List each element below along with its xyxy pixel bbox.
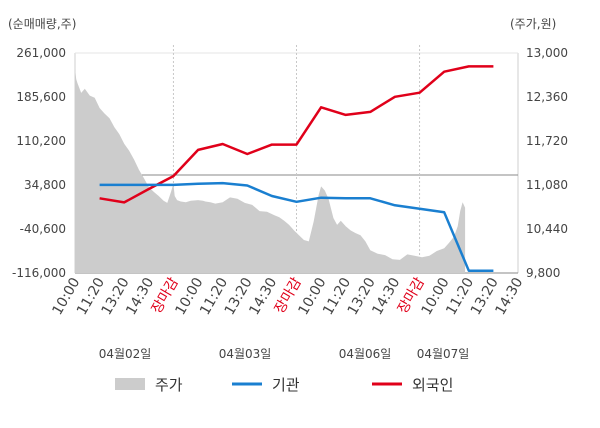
left-axis-ticks: 261,000 185,600 110,200 34,800 -40,600 -116,0…	[12, 46, 66, 280]
legend-label: 기관	[272, 376, 300, 394]
right-axis-label: (주가,원)	[510, 17, 556, 31]
date-label: 04월06일	[339, 347, 392, 361]
date-labels: 04월02일 04월03일 04월06일 04월07일	[99, 347, 470, 361]
left-axis-tick: 185,600	[16, 90, 66, 104]
date-label: 04월07일	[417, 347, 470, 361]
right-axis-tick: 9,800	[526, 266, 560, 280]
series-line-2	[99, 181, 494, 272]
left-axis-tick: 110,200	[16, 134, 66, 148]
series-lines-layer	[99, 65, 494, 272]
legend-label: 외국인	[412, 376, 453, 394]
right-axis-tick: 10,440	[526, 222, 568, 236]
price-area-layer	[75, 68, 466, 273]
legend: 주가 기관 외국인	[115, 376, 453, 394]
right-axis-tick: 13,000	[526, 46, 568, 60]
right-axis-ticks: 13,000 12,360 11,720 11,080 10,440 9,800	[526, 46, 568, 280]
series-line-1	[99, 65, 494, 204]
left-axis-label: (순매매량,주)	[8, 17, 76, 31]
date-label: 04월02일	[99, 347, 152, 361]
date-label: 04월03일	[219, 347, 272, 361]
left-axis-tick: -40,600	[20, 222, 66, 236]
left-axis-tick: 34,800	[24, 178, 66, 192]
right-axis-tick: 11,720	[526, 134, 568, 148]
right-axis-tick: 11,080	[526, 178, 568, 192]
left-axis-tick: 261,000	[16, 46, 66, 60]
left-axis-tick: -116,000	[12, 266, 66, 280]
x-axis-ticks: 10:0011:2013:2014:30장마감10:0011:2013:2014…	[49, 275, 526, 318]
series-area-price	[75, 68, 466, 273]
legend-label: 주가	[155, 376, 183, 394]
right-axis-tick: 12,360	[526, 90, 568, 104]
legend-swatch	[115, 378, 145, 390]
